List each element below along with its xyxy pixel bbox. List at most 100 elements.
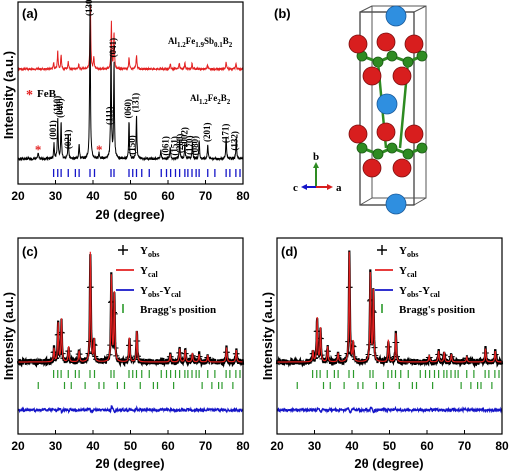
iron-atom <box>392 158 412 178</box>
series-line-sb-doped <box>17 5 244 72</box>
boron-atom <box>372 148 384 160</box>
x-tick-label: 50 <box>383 439 397 453</box>
crystal-structure <box>348 5 428 215</box>
boron-atom <box>416 50 428 62</box>
iron-atom <box>392 66 412 86</box>
diff-line <box>276 405 503 415</box>
x-tick-label: 50 <box>124 189 138 203</box>
x-tick-label: 70 <box>199 189 213 203</box>
legend-yobs-marker <box>377 245 387 255</box>
panel-d-label: (d) <box>281 244 298 259</box>
x-tick-label: 30 <box>49 189 63 203</box>
c-axis-label: c <box>293 182 298 194</box>
miller-index: (080) <box>190 136 200 156</box>
diff-line <box>17 404 244 415</box>
series-label-sb: Al1.2Fe1.9Sb0.1B2 <box>168 36 233 49</box>
boron-atom <box>386 50 398 62</box>
miller-index: (001) <box>48 120 58 140</box>
miller-index: (021) <box>63 130 73 150</box>
legend-ycal-label: Ycal <box>140 265 159 279</box>
series-line-parent <box>17 4 244 162</box>
legend-yobs-label: Yobs <box>140 245 160 259</box>
panel-b-label: (b) <box>274 6 291 21</box>
x-tick-label: 40 <box>86 439 100 453</box>
x-tick-label: 60 <box>161 189 175 203</box>
ycal-line <box>18 251 243 363</box>
miller-index: (041) <box>108 38 118 58</box>
miller-index: (040) <box>55 98 65 118</box>
aluminum-atom <box>385 193 407 215</box>
x-tick-label: 20 <box>11 439 25 453</box>
panel-a-ylabel: Intensity (a.u.) <box>1 51 16 139</box>
b-axis-label: b <box>313 151 319 163</box>
x-tick-label: 70 <box>458 439 472 453</box>
boron-atom <box>356 142 368 154</box>
legend-ycal-label: Ycal <box>399 265 418 279</box>
iron-atom <box>376 32 396 52</box>
plot-c-frame <box>17 237 244 435</box>
panel-c-x-ticks: 20 30 40 50 60 70 80 <box>11 430 250 453</box>
x-tick-label: 60 <box>161 439 175 453</box>
iron-atom <box>348 34 368 54</box>
iron-atom <box>376 122 396 142</box>
panel-d-x-ticks: 20 30 40 50 60 70 80 <box>270 430 509 453</box>
plot-a: * * (001) (110)(040) (021) (130) (111) (041) (06… <box>17 0 244 177</box>
iron-atom <box>404 124 424 144</box>
miller-index: (201) <box>202 122 212 142</box>
legend-d: Yobs Ycal Yobs-Ycal Bragg's position <box>375 245 475 316</box>
x-tick-label: 20 <box>11 189 25 203</box>
panel-a-xlabel: 2θ (degree) <box>95 207 164 222</box>
iron-atom <box>362 158 382 178</box>
panel-d-xlabel: 2θ (degree) <box>354 456 423 471</box>
x-tick-label: 80 <box>236 439 250 453</box>
miller-index: (171) <box>221 124 231 144</box>
panel-b: (b) b a c <box>274 5 428 215</box>
miller-index: (170) <box>185 135 195 155</box>
miller-index: (200) <box>175 134 185 154</box>
panel-c: (c) 20 30 40 50 60 70 80 2θ (degree) Intensity… <box>1 237 250 471</box>
x-tick-label: 30 <box>49 439 63 453</box>
boron-atom <box>402 148 414 160</box>
iron-atom <box>362 66 382 86</box>
axis-triad: b a c <box>293 151 342 194</box>
miller-index: (111) <box>104 106 114 125</box>
x-tick-label: 70 <box>199 439 213 453</box>
boron-atom <box>386 142 398 154</box>
ycal-line <box>277 251 502 363</box>
plot-d-frame <box>276 237 503 435</box>
x-tick-label: 80 <box>495 439 509 453</box>
panel-a-x-ticks: 20 30 40 50 60 70 80 <box>11 180 250 203</box>
x-tick-label: 80 <box>236 189 250 203</box>
aluminum-atom <box>376 93 398 115</box>
iron-atom <box>404 34 424 54</box>
feb-star: * <box>35 142 42 157</box>
x-tick-label: 50 <box>124 439 138 453</box>
boron-atom <box>416 142 428 154</box>
miller-index: (150) <box>127 135 137 155</box>
panel-c-ylabel: Intensity (a.u.) <box>1 292 16 380</box>
miller-index: (061) <box>161 136 171 156</box>
miller-index: (060) <box>123 99 133 119</box>
a-axis-label: a <box>336 182 342 194</box>
x-tick-label: 20 <box>270 439 284 453</box>
feb-star: * <box>96 142 103 157</box>
miller-index: (151) <box>170 136 180 156</box>
aluminum-atom <box>385 5 407 27</box>
legend-diff-label: Yobs-Ycal <box>140 285 182 299</box>
legend-bragg-label: Bragg's position <box>140 304 216 316</box>
legend-bragg-label: Bragg's position <box>399 304 475 316</box>
x-tick-label: 30 <box>308 439 322 453</box>
legend-c: Yobs Ycal Yobs-Ycal Bragg's position <box>116 245 216 316</box>
feb-star-legend: * <box>26 88 33 103</box>
miller-index: (002) <box>179 127 189 147</box>
miller-index: (131) <box>131 93 141 113</box>
feb-legend-label: FeB <box>37 88 57 100</box>
plot-c <box>16 251 245 415</box>
panel-d: (d) 20 30 40 50 60 70 80 2θ (degree) Intensity… <box>260 237 509 471</box>
series-label-fe: Al1.2Fe2B2 <box>190 93 231 106</box>
legend-yobs-label: Yobs <box>399 245 419 259</box>
panel-c-xlabel: 2θ (degree) <box>95 456 164 471</box>
miller-index: (110) <box>52 96 62 115</box>
miller-index: (132) <box>230 131 240 151</box>
panel-c-label: (c) <box>22 244 38 259</box>
